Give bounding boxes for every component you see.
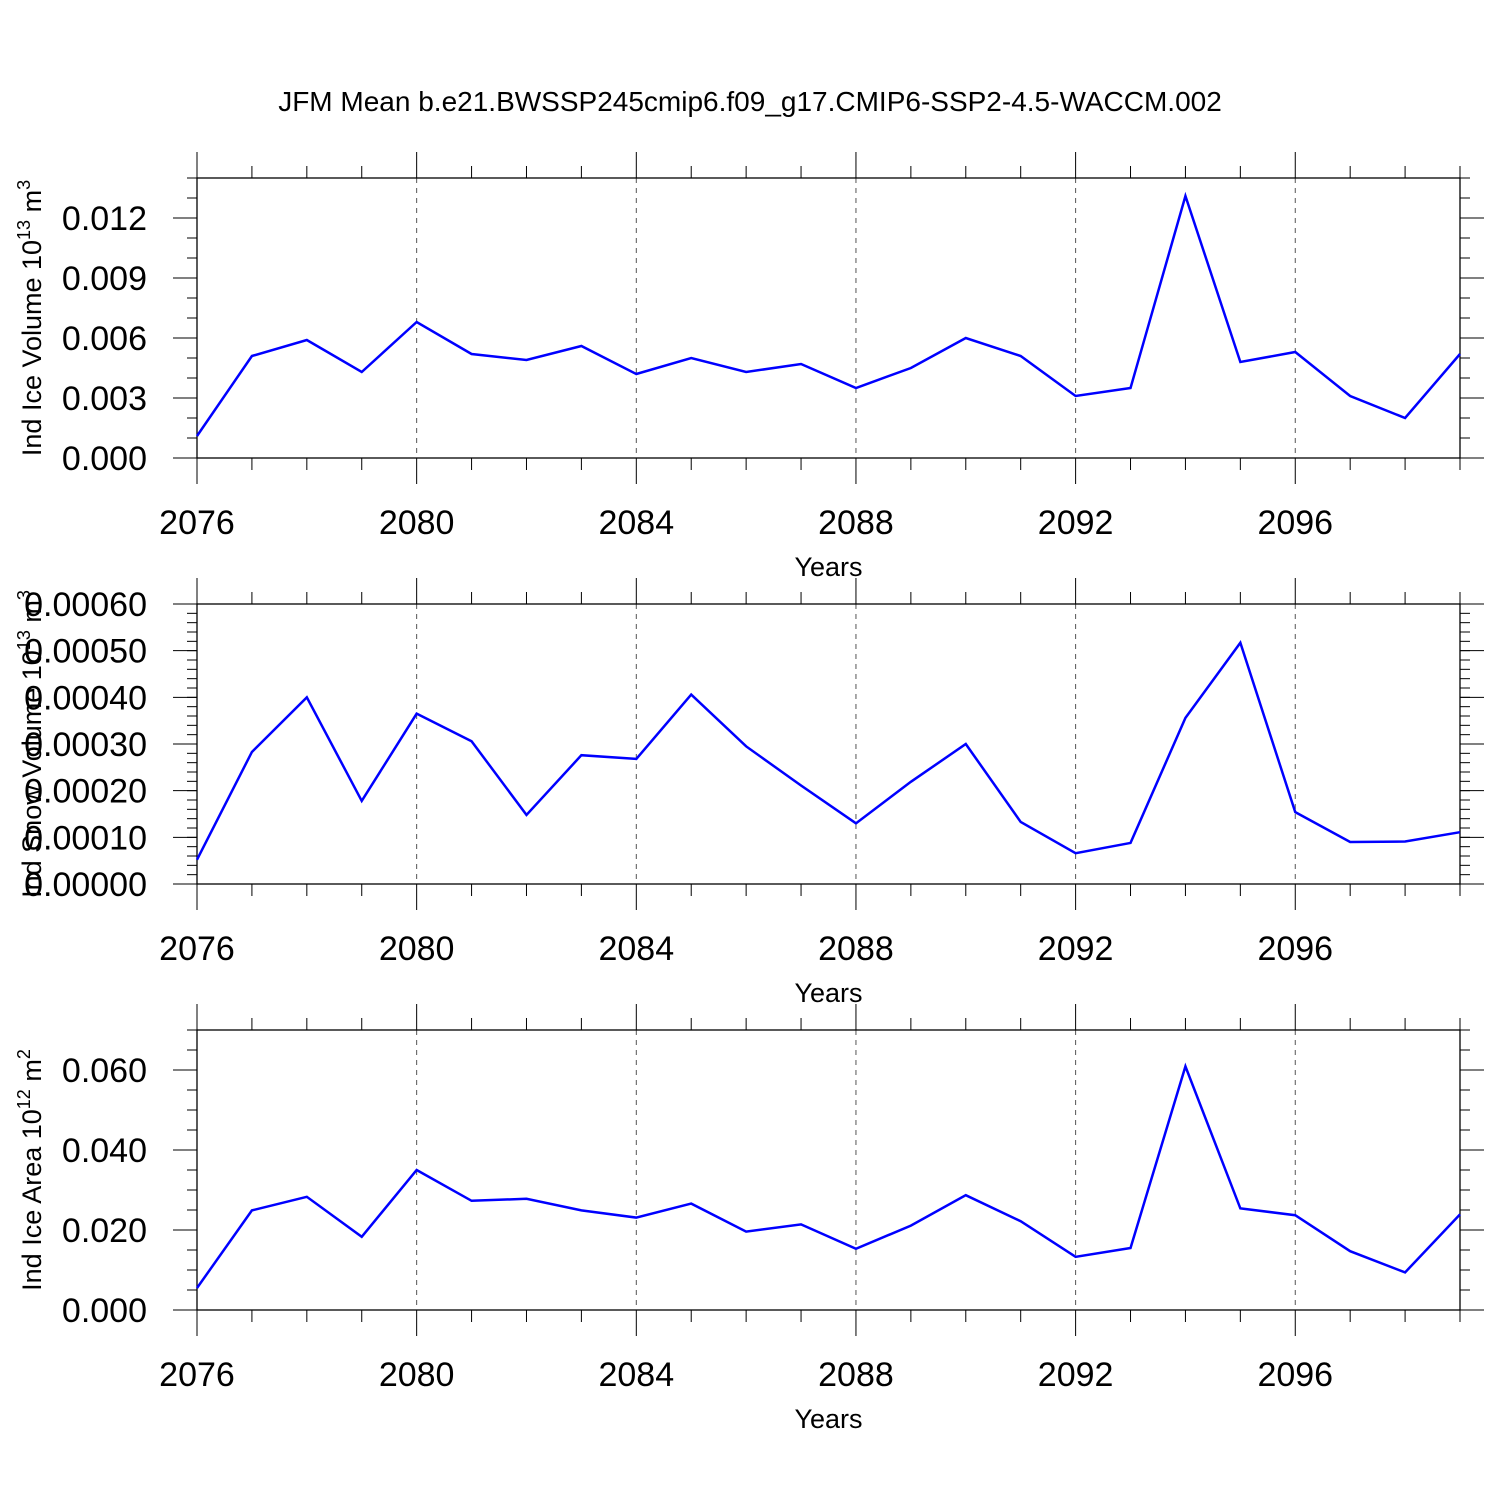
x-tick-label: 2080 [379, 1356, 455, 1394]
x-tick-label: 2096 [1257, 504, 1333, 542]
x-tick-label: 2076 [159, 1356, 235, 1394]
y-tick-label: 0.000 [62, 1292, 147, 1330]
y-tick-label: 0.012 [62, 200, 147, 238]
x-tick-label: 2076 [159, 930, 235, 968]
y-tick-label: 0.00030 [24, 726, 147, 764]
x-tick-label: 2092 [1038, 930, 1114, 968]
y-tick-label: 0.060 [62, 1052, 147, 1090]
chart-panel-2: 2076 2080 2084 2088 2092 2096 0.00000 0.00010 0.… [14, 578, 1484, 1008]
y-tick-label: 0.00020 [24, 773, 147, 811]
y-tick-label: 0.00060 [24, 586, 147, 624]
x-tick-label: 2080 [379, 930, 455, 968]
series-line [195, 640, 1461, 861]
x-tick-label: 2088 [818, 1356, 894, 1394]
x-tick-label: 2084 [598, 930, 674, 968]
y-axis-title: Ind Ice Area 1012 m2 [14, 1049, 47, 1291]
y-tick-label: 0.003 [62, 380, 147, 418]
x-axis-title: Years [794, 978, 862, 1008]
x-tick-label: 2096 [1257, 1356, 1333, 1394]
y-tick-label: 0.00050 [24, 633, 147, 671]
plot-frame [196, 177, 1461, 459]
y-tick-label: 0.00000 [24, 866, 147, 904]
y-tick-label: 0.00010 [24, 819, 147, 857]
series-line [195, 191, 1461, 437]
y-tick-label: 0.009 [62, 260, 147, 298]
chart-title: JFM Mean b.e21.BWSSP245cmip6.f09_g17.CMI… [278, 86, 1222, 117]
x-tick-label: 2076 [159, 504, 235, 542]
x-tick-label: 2092 [1038, 504, 1114, 542]
y-tick-label: 0.040 [62, 1132, 147, 1170]
y-axis-title: Ind Ice Volume 1013 m3 [14, 180, 47, 456]
x-tick-label: 2080 [379, 504, 455, 542]
plot-frame [196, 1029, 1461, 1311]
plot-frame [196, 603, 1461, 885]
y-tick-label: 0.000 [62, 440, 147, 478]
x-axis-title: Years [794, 552, 862, 582]
x-tick-label: 2088 [818, 504, 894, 542]
x-tick-label: 2084 [598, 1356, 674, 1394]
chart-panel-1: 2076 2080 2084 2088 2092 2096 0.000 0.003 0.006 0… [14, 152, 1484, 582]
y-tick-label: 0.00040 [24, 679, 147, 717]
x-tick-label: 2096 [1257, 930, 1333, 968]
y-tick-label: 0.020 [62, 1212, 147, 1250]
x-axis-title: Years [794, 1404, 862, 1434]
x-tick-label: 2092 [1038, 1356, 1114, 1394]
x-tick-label: 2084 [598, 504, 674, 542]
y-tick-label: 0.006 [62, 320, 147, 358]
series-line [195, 1062, 1461, 1289]
x-tick-label: 2088 [818, 930, 894, 968]
y-axis-title: Ind Snow Volume 1013 m3 [14, 590, 47, 898]
chart-panel-3: 2076 2080 2084 2088 2092 2096 0.000 0.020 0.040 0… [14, 1004, 1484, 1434]
